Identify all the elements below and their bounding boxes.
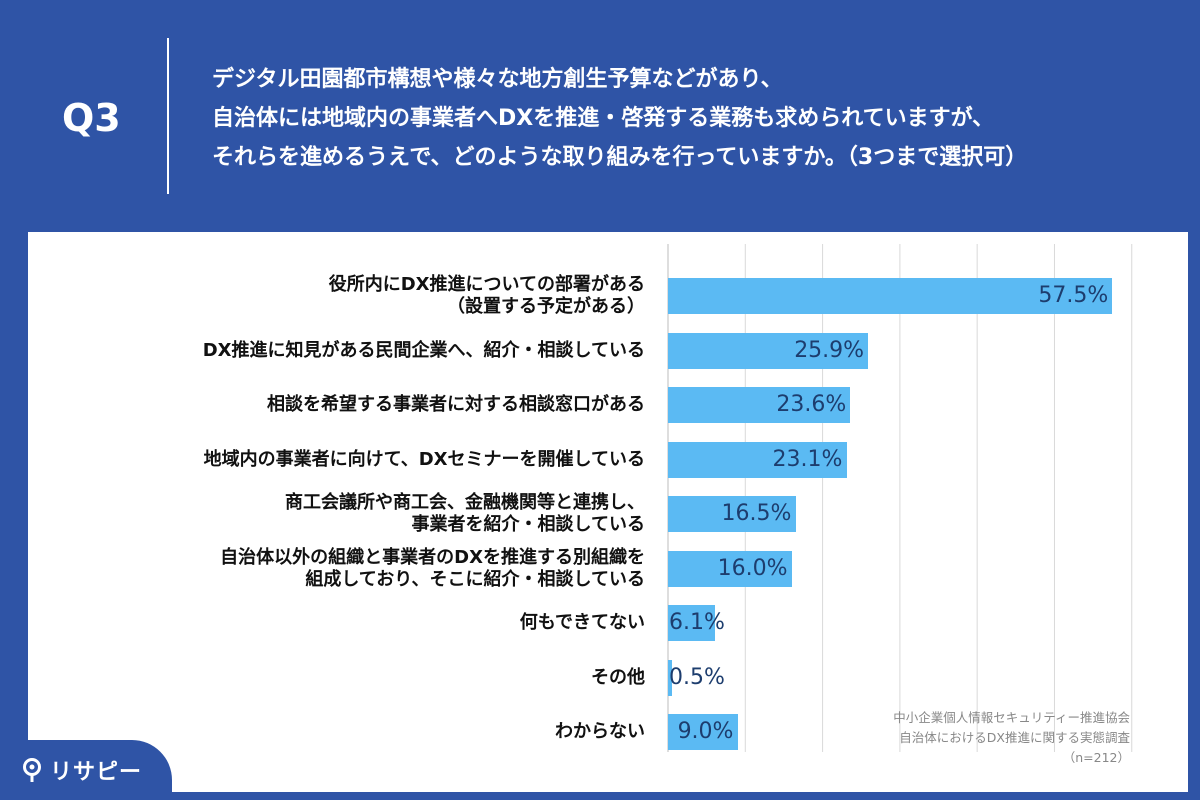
category-label: 自治体以外の組織と事業者のDXを推進する別組織を 組成しており、そこに紹介・相談し… [25, 547, 645, 591]
value-label: 16.0% [717, 555, 788, 581]
category-label-line: 役所内にDX推進についての部署がある [328, 274, 645, 295]
value-label: 9.0% [677, 719, 734, 744]
value-label: 57.5% [1038, 283, 1109, 308]
pin-icon [22, 757, 42, 783]
chart-panel: 役所内にDX推進についての部署がある （設置する予定がある） DX推進に知見がある民… [28, 232, 1188, 792]
category-label: DX推進に知見がある民間企業へ、紹介・相談している [25, 340, 645, 362]
category-label-line: 何もできてない [519, 612, 645, 633]
header: Q3 デジタル田園都市構想や様々な地方創生予算などがあり、 自治体には地域内の事… [0, 0, 1200, 232]
value-label: 0.5% [669, 664, 725, 690]
source-n: （n=212） [1062, 750, 1130, 765]
category-label: 相談を希望する事業者に対する相談窓口がある [25, 394, 645, 416]
value-label: 6.1% [669, 610, 725, 635]
category-label-line: 地域内の事業者に向けて、DXセミナーを開催している [203, 448, 645, 470]
bar [668, 441, 847, 478]
category-label-line: 組成しており、そこに紹介・相談している [305, 568, 645, 590]
bar [668, 278, 1113, 314]
logo-text: リサピー [50, 760, 143, 785]
bar [668, 605, 716, 641]
question-line-2: 自治体には地域内の事業者へDXを推進・啓発する業務も求められていますが、 [212, 106, 995, 131]
category-label: その他 [25, 667, 645, 689]
value-label: 25.9% [794, 337, 865, 363]
category-label: 何もできてない [25, 612, 645, 634]
category-label-line: 自治体以外の組織と事業者のDXを推進する別組織を [220, 546, 645, 568]
bar [668, 659, 672, 696]
category-label-line: DX推進に知見がある民間企業へ、紹介・相談している [202, 339, 645, 361]
category-label-line: （設置する予定がある） [447, 296, 645, 317]
category-label: 商工会議所や商工会、金融機関等と連携し、 事業者を紹介・相談している [25, 492, 645, 536]
question-line-1: デジタル田園都市構想や様々な地方創生予算などがあり、 [212, 67, 783, 92]
category-label: 地域内の事業者に向けて、DXセミナーを開催している [25, 449, 645, 471]
category-label: わからない [25, 721, 645, 743]
header-divider [167, 38, 169, 194]
question-line-3: それらを進めるうえで、どのような取り組みを行っていますか。（3つまで選択可） [212, 145, 1028, 170]
category-label-line: 相談を希望する事業者に対する相談窓口がある [267, 394, 645, 415]
chart-grid [667, 244, 1133, 752]
bar [668, 332, 869, 369]
category-label-line: 事業者を紹介・相談している [411, 514, 645, 535]
category-label: 役所内にDX推進についての部署がある （設置する予定がある） [25, 274, 645, 318]
source-note: 中小企業個人情報セキュリティー推進協会 自治体におけるDX推進に関する実態調査 … [893, 708, 1130, 768]
question-number: Q3 [62, 96, 121, 140]
bar [668, 550, 792, 587]
bar [668, 496, 796, 532]
value-label: 23.1% [772, 446, 843, 472]
source-org: 中小企業個人情報セキュリティー推進協会 [893, 710, 1130, 725]
category-label-line: その他 [591, 666, 645, 688]
logo: リサピー [0, 740, 172, 800]
bar [668, 387, 851, 423]
value-label: 16.5% [721, 501, 792, 526]
question-text: デジタル田園都市構想や様々な地方創生予算などがあり、 自治体には地域内の事業者へ… [212, 60, 1172, 177]
bar [668, 714, 738, 750]
category-label-line: わからない [555, 721, 645, 742]
source-survey: 自治体におけるDX推進に関する実態調査 [899, 730, 1130, 745]
category-label-line: 商工会議所や商工会、金融機関等と連携し、 [285, 492, 645, 513]
value-label: 23.6% [776, 392, 847, 417]
